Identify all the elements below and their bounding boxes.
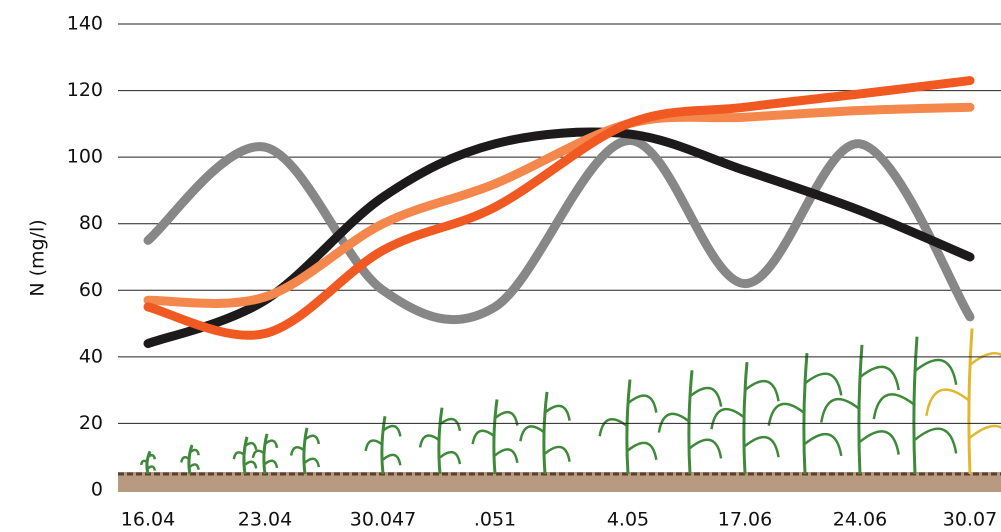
leaf — [628, 396, 656, 413]
leaf — [190, 450, 199, 455]
y-tick-label: 60 — [79, 279, 103, 301]
leaf — [745, 381, 779, 401]
y-tick-label: 120 — [67, 79, 103, 101]
x-tick-label: 4.05 — [607, 509, 649, 531]
leaf — [545, 447, 570, 462]
x-tick-label: 23.04 — [238, 509, 292, 531]
y-tick-label: 80 — [79, 212, 103, 234]
leaf — [769, 404, 805, 426]
leaf — [600, 419, 628, 436]
page: {"chart_data": {"type": "line", "y_label… — [0, 0, 1001, 532]
leaf — [805, 434, 841, 456]
leaf — [265, 441, 277, 448]
leaf — [860, 367, 899, 390]
leaf — [265, 461, 277, 468]
x-tick-label: 30.047 — [350, 509, 416, 531]
y-tick-label: 40 — [79, 345, 103, 367]
leaf — [520, 426, 545, 441]
leaf — [628, 443, 656, 460]
leaf — [245, 443, 256, 450]
leaf — [860, 431, 899, 454]
x-tick-label: 24.06 — [833, 509, 887, 531]
y-tick-label: 0 — [91, 479, 103, 501]
y-axis-label: N (mg/l) — [27, 219, 49, 296]
leaf — [305, 436, 319, 444]
leaf — [874, 394, 915, 419]
y-tick-label: 100 — [67, 146, 103, 168]
y-tick-label: 140 — [67, 13, 103, 35]
leaf — [821, 399, 860, 422]
leaf — [711, 409, 745, 429]
leaf — [305, 459, 319, 467]
leaf — [190, 464, 199, 469]
x-tick-label: .051 — [474, 509, 516, 531]
leaf — [440, 419, 460, 431]
leaf — [545, 406, 570, 421]
leaf — [970, 426, 1001, 452]
x-tick-label: 16.04 — [121, 509, 175, 531]
leaf — [440, 452, 460, 464]
leaf — [148, 467, 155, 471]
leaf — [383, 426, 400, 436]
x-tick-label: 17.06 — [718, 509, 772, 531]
x-tick-label: 30.07 — [943, 509, 997, 531]
ground-illustration — [118, 328, 1001, 492]
leaf — [926, 390, 970, 416]
leaf — [915, 429, 956, 454]
leaf — [383, 455, 400, 465]
leaf — [245, 462, 256, 469]
leaf — [495, 449, 517, 462]
leaf — [805, 374, 841, 396]
leaf — [745, 437, 779, 457]
chart: N (mg/l) 0 20 40 60 80 100 120 140 16.04 23.04 30.… — [0, 0, 1001, 532]
leaf — [420, 436, 440, 448]
y-tick-label: 20 — [79, 412, 103, 434]
leaf — [915, 360, 956, 385]
leaf — [473, 431, 495, 444]
leaf — [690, 440, 721, 459]
leaf — [690, 388, 721, 407]
